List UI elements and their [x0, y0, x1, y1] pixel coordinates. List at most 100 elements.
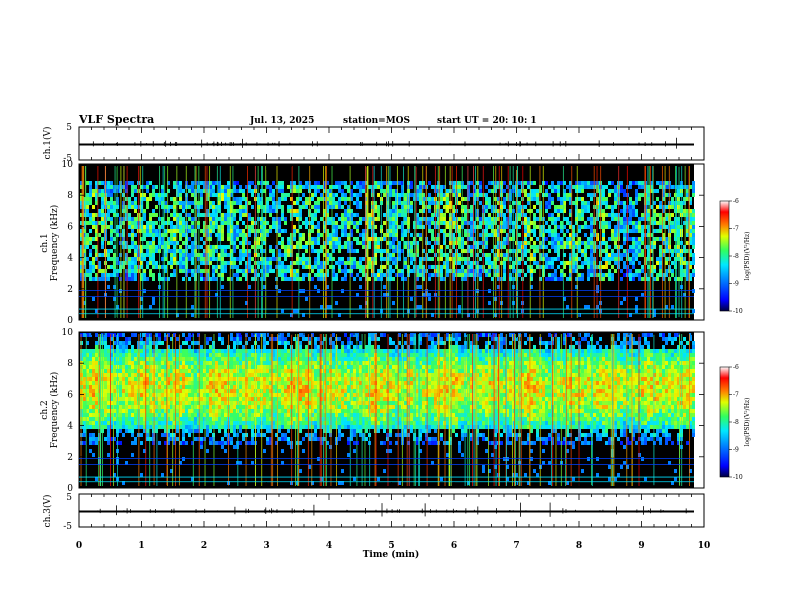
ch2-spectrogram-cell [179, 413, 182, 417]
ch1-spectrogram-cell [323, 209, 326, 213]
ch1-spectrogram-cell [212, 225, 215, 229]
ch1-spectrogram-cell [143, 253, 146, 257]
ch2-spectrogram-cell [119, 333, 122, 337]
ch1-spectrogram-cell [356, 293, 359, 297]
ch1-spectrogram-cell [230, 229, 233, 233]
ch2-spectrogram-cell [113, 405, 116, 409]
ch1-spectrogram-cell [569, 193, 572, 197]
ch2-spectrogram-cell [149, 437, 152, 441]
ch1-spectrogram-cell [233, 233, 236, 237]
ch2-spectrogram-cell [161, 433, 164, 437]
ch2-spectrogram-cell [128, 337, 131, 341]
ch2-spectrogram-cell [104, 385, 107, 389]
ch1-spectrogram-cell [605, 261, 608, 265]
ch1-spectrogram-cell [359, 181, 362, 185]
ch2-spectrogram-cell [152, 369, 155, 373]
ch1-spectrogram-cell [431, 273, 434, 277]
ch1-spectrogram-cell [329, 193, 332, 197]
ch1-spectrogram-cell [269, 193, 272, 197]
ch1-spectrogram-cell [200, 273, 203, 277]
ch1-spectrogram-cell [686, 193, 689, 197]
ch1-spectrogram-cell [206, 233, 209, 237]
ch1-spectrogram-cell [503, 245, 506, 249]
ch1-spectrogram-cell [386, 277, 389, 281]
ch2-spectrogram-cell [185, 417, 188, 421]
ch1-spectrogram-cell [125, 273, 128, 277]
ch1-spectrogram-cell [659, 229, 662, 233]
ch1-spectrogram-cell [347, 269, 350, 273]
ch2-spectrogram-cell [206, 373, 209, 377]
ch1-spectrogram-cell [134, 209, 137, 213]
ch1-spectrogram-cell [98, 193, 101, 197]
ch1-spectrogram-cell [479, 277, 482, 281]
ch1-spectrogram-cell [566, 193, 569, 197]
ch1-spectrogram-cell [272, 221, 275, 225]
ch2-spectrogram-cell [95, 405, 98, 409]
ch1-spectrogram-cell [296, 261, 299, 265]
ch1-spectrogram-cell [497, 249, 500, 253]
ch2-spectrogram-cell [107, 333, 110, 337]
ch2-spectrogram-cell [176, 365, 179, 369]
ch1-spectrogram-cell [239, 197, 242, 201]
ch1-spectrogram-cell [653, 237, 656, 241]
ch1-spectrogram-cell [110, 205, 113, 209]
ch1-spectrogram-cell [134, 217, 137, 221]
ch2-spectrogram-cell [170, 385, 173, 389]
ch1-spectrogram-cell [275, 265, 278, 269]
ch2-spectrogram-cell [182, 397, 185, 401]
ch1-spectrogram-cell [443, 253, 446, 257]
ch2-spectrogram-cell [170, 397, 173, 401]
ch1-spectrogram-cell [161, 225, 164, 229]
ch1-spectrogram-cell [623, 209, 626, 213]
ch1-spectrogram-cell [692, 229, 695, 233]
ch1-spectrogram-cell [110, 217, 113, 221]
ch1-spectrogram-cell [230, 189, 233, 193]
ch1-spectrogram-cell [572, 225, 575, 229]
ch1-spectrogram-cell [161, 185, 164, 189]
ch1-waveform-ylabel: ch.1(V) [42, 127, 53, 160]
ch1-spectrogram-cell [113, 213, 116, 217]
ch2-spectrogram-cell [179, 369, 182, 373]
ch1-spectrogram-cell [392, 213, 395, 217]
ch1-spectrogram-cell [611, 229, 614, 233]
ch1-spectrogram-cell [623, 265, 626, 269]
ch1-spectrogram-cell [485, 269, 488, 273]
ch1-spectrogram-column [575, 181, 578, 289]
ch1-spectrogram-cell [305, 241, 308, 245]
ch1-spectrogram-cell [467, 221, 470, 225]
ch2-spectrogram-cell [149, 333, 152, 337]
ch2-spectrogram-cell [92, 433, 95, 437]
ch2-spectrogram-cell [110, 413, 113, 417]
ch1-spectrogram-cell [605, 257, 608, 261]
ch1-spectrogram-cell [692, 269, 695, 273]
ch1-spectrogram-cell [632, 245, 635, 249]
ch1-spectrogram-cell [218, 273, 221, 277]
ch1-spectrogram-cell [662, 249, 665, 253]
ch1-spectrogram-cell [323, 253, 326, 257]
ch1-spectrogram-cell [398, 269, 401, 273]
ch1-spectrogram-cell [194, 269, 197, 273]
ch2-spectrogram-cell [134, 401, 137, 405]
ch1-spectrogram-cell [272, 257, 275, 261]
ch2-spectrogram-cell [155, 377, 158, 381]
ch1-spectrogram-cell [320, 277, 323, 281]
ch1-spectrogram-cell [635, 253, 638, 257]
ch1-spectrogram-cell [659, 265, 662, 269]
ch1-spectrogram-cell [248, 257, 251, 261]
ch1-spectrogram-cell [632, 253, 635, 257]
ch1-spectrogram-cell [296, 201, 299, 205]
ch1-spectrogram-cell [377, 277, 380, 281]
ch2-spectrogram-cell [122, 377, 125, 381]
ch1-spectrogram-cell [365, 253, 368, 257]
ch1-spectrogram-cell [383, 213, 386, 217]
ch2-spectrogram-cell [113, 353, 116, 357]
ch1-spectrogram-cell [488, 221, 491, 225]
ch2-spectrogram-column [104, 333, 107, 441]
ch1-spectrogram-cell [101, 237, 104, 241]
ch1-spectrogram-cell [488, 225, 491, 229]
ch1-spectrogram-cell [176, 261, 179, 265]
ch2-spectrogram-cell [179, 397, 182, 401]
ch1-spectrogram-cell [551, 213, 554, 217]
ch1-spectrogram-cell [470, 265, 473, 269]
ch1-spectrogram-cell [221, 233, 224, 237]
